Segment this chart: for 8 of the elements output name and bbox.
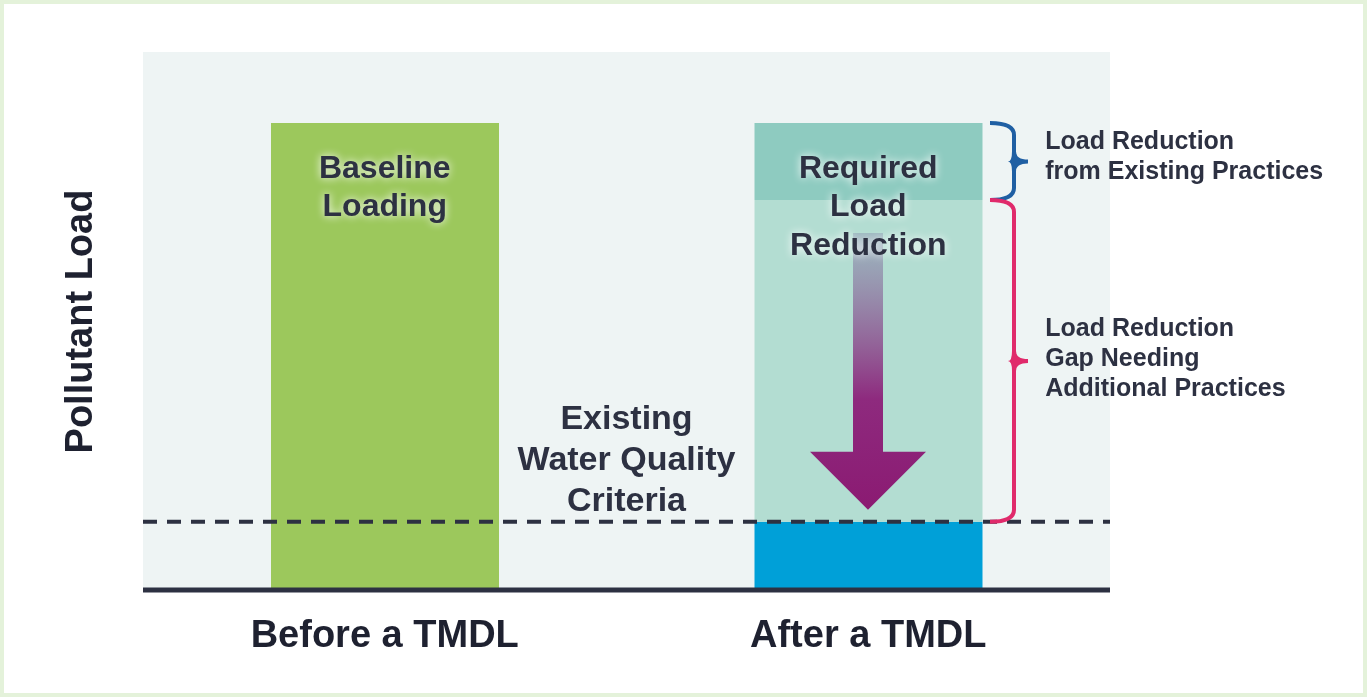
ref-line-label: Existing Water Quality Criteria: [516, 396, 737, 520]
y-axis-title: Pollutant Load: [58, 189, 102, 453]
annotation: Required Load Reduction: [789, 148, 948, 264]
annotation: Load Reduction Gap Needing Additional Practices: [1045, 311, 1287, 402]
x-tick-label: Before a TMDL: [250, 612, 519, 655]
annotation: Load Reduction from Existing Practices: [1045, 125, 1325, 185]
x-tick-label: After a TMDL: [750, 612, 987, 655]
annotation: Baseline Loading: [317, 148, 452, 225]
